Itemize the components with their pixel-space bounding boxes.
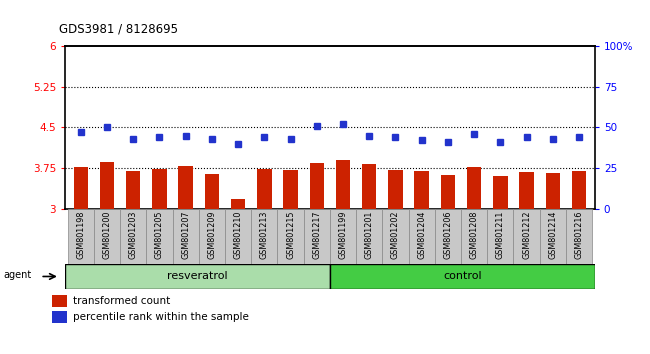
Bar [73,166,88,354]
Text: GSM801199: GSM801199 [339,211,348,259]
Bar [152,169,166,354]
Bar [362,164,376,354]
Bar [467,166,482,354]
Bar [330,209,356,264]
Text: GSM801214: GSM801214 [549,211,557,259]
Bar [251,209,278,264]
Text: GSM801204: GSM801204 [417,211,426,259]
Text: GSM801206: GSM801206 [443,211,452,259]
Bar [231,199,245,354]
Bar [205,173,219,354]
Bar [257,169,272,354]
Bar [283,170,298,354]
Text: GSM801211: GSM801211 [496,211,505,259]
Bar [146,209,172,264]
Bar [514,209,540,264]
Text: control: control [443,272,482,281]
Bar [304,209,330,264]
Bar [441,175,455,354]
Text: GSM801215: GSM801215 [286,211,295,259]
Text: transformed count: transformed count [73,296,170,306]
Bar [330,264,595,289]
Bar [199,209,225,264]
Bar [52,311,66,323]
Bar [172,209,199,264]
Bar [120,209,146,264]
Bar [566,209,592,264]
Text: GSM801210: GSM801210 [233,211,242,259]
Bar [336,160,350,354]
Text: resveratrol: resveratrol [167,272,228,281]
Bar [65,264,330,289]
Bar [68,209,94,264]
Text: GSM801217: GSM801217 [312,211,321,259]
Text: GDS3981 / 8128695: GDS3981 / 8128695 [58,22,177,35]
Bar [519,172,534,354]
Text: GSM801213: GSM801213 [260,211,269,259]
Bar [409,209,435,264]
Text: GSM801209: GSM801209 [207,211,216,259]
Text: GSM801212: GSM801212 [522,211,531,259]
Text: GSM801216: GSM801216 [575,211,584,259]
Text: GSM801201: GSM801201 [365,211,374,259]
Text: GSM801202: GSM801202 [391,211,400,259]
Text: GSM801200: GSM801200 [103,211,111,259]
Bar [540,209,566,264]
Text: percentile rank within the sample: percentile rank within the sample [73,312,249,322]
Bar [545,173,560,354]
Text: GSM801208: GSM801208 [469,211,478,259]
Bar [435,209,461,264]
Bar [94,209,120,264]
Bar [461,209,488,264]
Bar [493,176,508,354]
Bar [225,209,251,264]
Text: agent: agent [3,270,31,280]
Bar [388,170,402,354]
Bar [52,295,66,307]
Bar [488,209,514,264]
Bar [178,166,193,354]
Text: GSM801198: GSM801198 [76,211,85,259]
Bar [278,209,304,264]
Text: GSM801207: GSM801207 [181,211,190,259]
Bar [382,209,409,264]
Bar [309,163,324,354]
Bar [126,171,140,354]
Bar [415,171,429,354]
Bar [572,171,586,354]
Bar [356,209,382,264]
Text: GSM801203: GSM801203 [129,211,138,259]
Bar [99,162,114,354]
Text: GSM801205: GSM801205 [155,211,164,259]
